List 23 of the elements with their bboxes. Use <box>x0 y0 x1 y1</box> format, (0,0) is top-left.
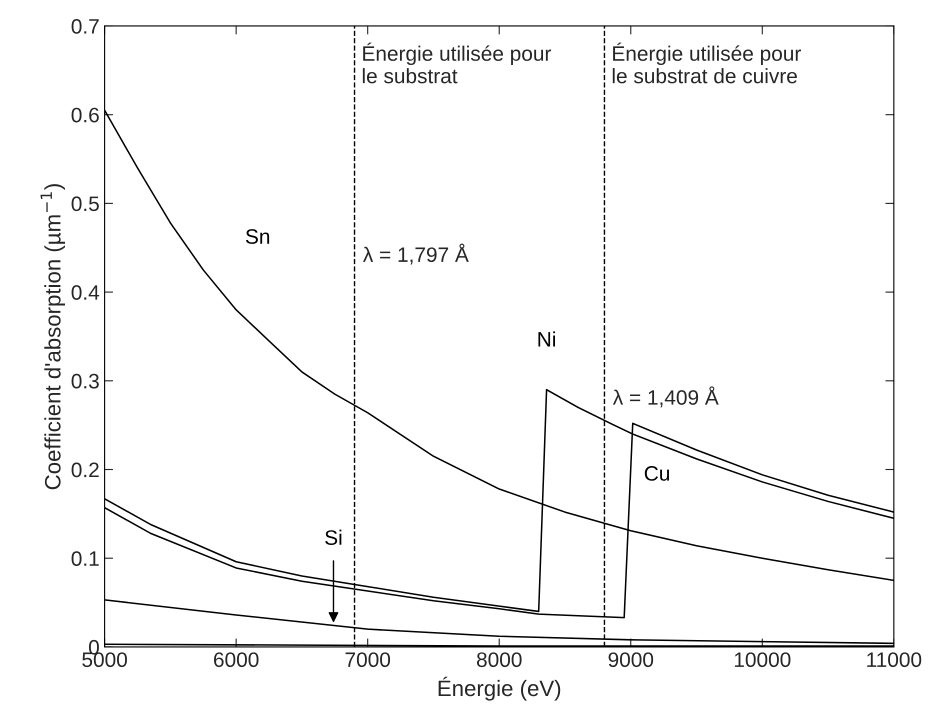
x-tick-label: 6000 <box>214 652 259 668</box>
annotation: λ = 1,797 Å <box>363 244 469 265</box>
text: Sn <box>246 229 270 244</box>
text: Si <box>325 530 342 545</box>
x-tick-label: 10000 <box>734 652 790 668</box>
x-tick-label: 11000 <box>867 652 922 668</box>
y-tick-label: 0.7 <box>72 18 99 34</box>
x-tick-label: 9000 <box>608 652 654 668</box>
x-axis-title: Énergie (eV) <box>438 676 560 701</box>
y-tick-label: 0.5 <box>72 196 99 212</box>
series-label: Cu <box>644 466 669 481</box>
y-axis-title: Coefficient d'absorption (µm$^{−1}$) <box>40 184 66 490</box>
x-tick-label: 8000 <box>476 652 522 668</box>
x-tick-label: 7000 <box>346 652 390 668</box>
y-tick-label: 0.2 <box>72 462 99 478</box>
y-tick-label: 0.4 <box>72 285 100 300</box>
annotation: λ = 1,409 Å <box>612 386 719 408</box>
y-tick-label: 0.3 <box>72 374 99 389</box>
ref-line-label: Énergie utilisée pour le substrat de cuivre <box>612 42 801 84</box>
ref-line-label: Énergie utilisée pour le substrat <box>362 42 552 84</box>
text: Ni <box>538 331 556 346</box>
y-tick-label: 0.1 <box>72 551 99 566</box>
y-tick-label: 0.6 <box>72 108 99 122</box>
